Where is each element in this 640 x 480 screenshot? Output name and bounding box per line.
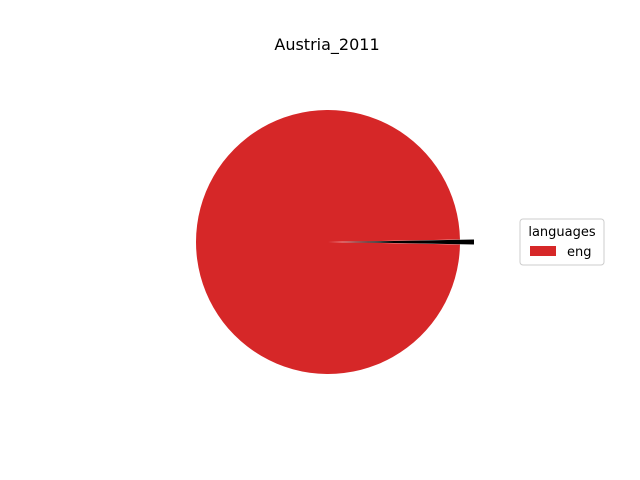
legend-title: languages [528, 225, 596, 240]
pie-slice-other [342, 239, 474, 245]
legend-swatch [530, 246, 556, 256]
chart-title: Austria_2011 [274, 35, 379, 55]
pie-slices [196, 110, 474, 374]
legend-entries: eng [530, 245, 592, 260]
pie-slice-eng [196, 110, 460, 374]
legend-label: eng [567, 245, 592, 260]
legend: languages eng [519, 218, 605, 266]
